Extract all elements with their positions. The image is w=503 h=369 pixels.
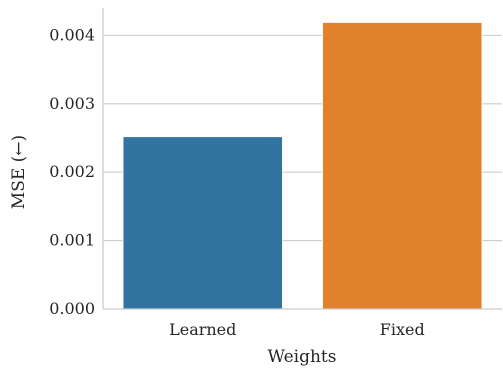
y-tick-label: 0.003	[49, 94, 95, 113]
y-tick-label: 0.000	[49, 299, 95, 318]
y-tick-labels: 0.000 0.001 0.002 0.003 0.004	[49, 25, 95, 318]
y-tick-label: 0.002	[49, 162, 95, 181]
bars	[122, 21, 483, 310]
bar-fixed	[321, 21, 483, 310]
y-axis-label: MSE (←)	[9, 135, 29, 209]
x-tick-label: Fixed	[380, 320, 425, 339]
y-tick-label: 0.001	[49, 231, 95, 250]
x-tick-label: Learned	[169, 320, 236, 339]
bar-learned	[122, 136, 284, 310]
x-tick-labels: Learned Fixed	[169, 320, 425, 339]
y-tick-label: 0.004	[49, 25, 95, 44]
axes-frame	[102, 8, 502, 310]
x-axis-label: Weights	[268, 347, 337, 367]
